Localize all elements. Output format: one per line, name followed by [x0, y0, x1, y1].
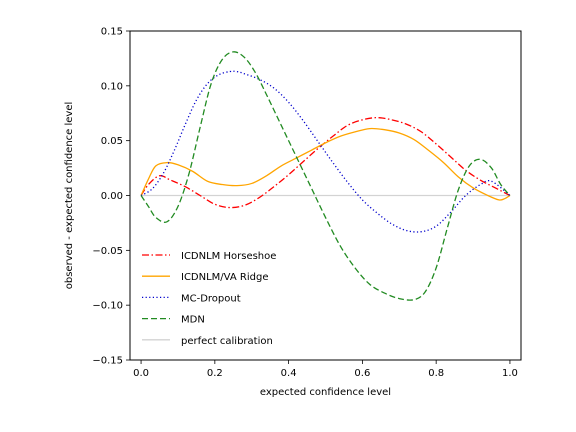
legend-label: ICDNLM/VA Ridge	[181, 272, 268, 283]
x-tick-label: 1.0	[502, 368, 518, 379]
x-tick-label: 0.8	[428, 368, 444, 379]
y-axis-ticks: −0.15 −0.10 −0.05 0.00 0.05 0.10 0.15	[92, 27, 130, 367]
y-tick-label: −0.05	[92, 246, 123, 257]
legend-label: MC-Dropout	[181, 293, 241, 304]
x-tick-label: 0.6	[354, 368, 370, 379]
y-tick-label: 0.00	[101, 191, 123, 202]
x-tick-label: 0.0	[133, 368, 149, 379]
x-tick-label: 0.4	[281, 368, 297, 379]
series-line-icdnlm-va-ridge	[140, 127, 511, 201]
series-layer	[140, 51, 511, 301]
legend-label: ICDNLM Horseshoe	[181, 251, 276, 262]
y-tick-label: 0.15	[101, 27, 123, 38]
y-tick-label: 0.10	[101, 81, 123, 92]
series-line-icdnlm-horseshoe	[140, 116, 511, 209]
series-line-mdn	[140, 51, 511, 301]
x-axis-label: expected confidence level	[260, 387, 391, 398]
legend-label: MDN	[181, 315, 205, 326]
series-line-mc-dropout	[140, 70, 511, 233]
legend-label: perfect calibration	[181, 336, 273, 347]
y-axis-label: observed - expected confidence level	[64, 102, 75, 290]
x-axis-ticks: 0.0 0.2 0.4 0.6 0.8 1.0	[133, 360, 518, 379]
y-tick-label: −0.15	[92, 356, 123, 367]
y-tick-label: 0.05	[101, 136, 123, 147]
legend: ICDNLM Horseshoe ICDNLM/VA Ridge MC-Dropou…	[142, 251, 276, 347]
x-tick-label: 0.2	[207, 368, 223, 379]
y-tick-label: −0.10	[92, 301, 123, 312]
